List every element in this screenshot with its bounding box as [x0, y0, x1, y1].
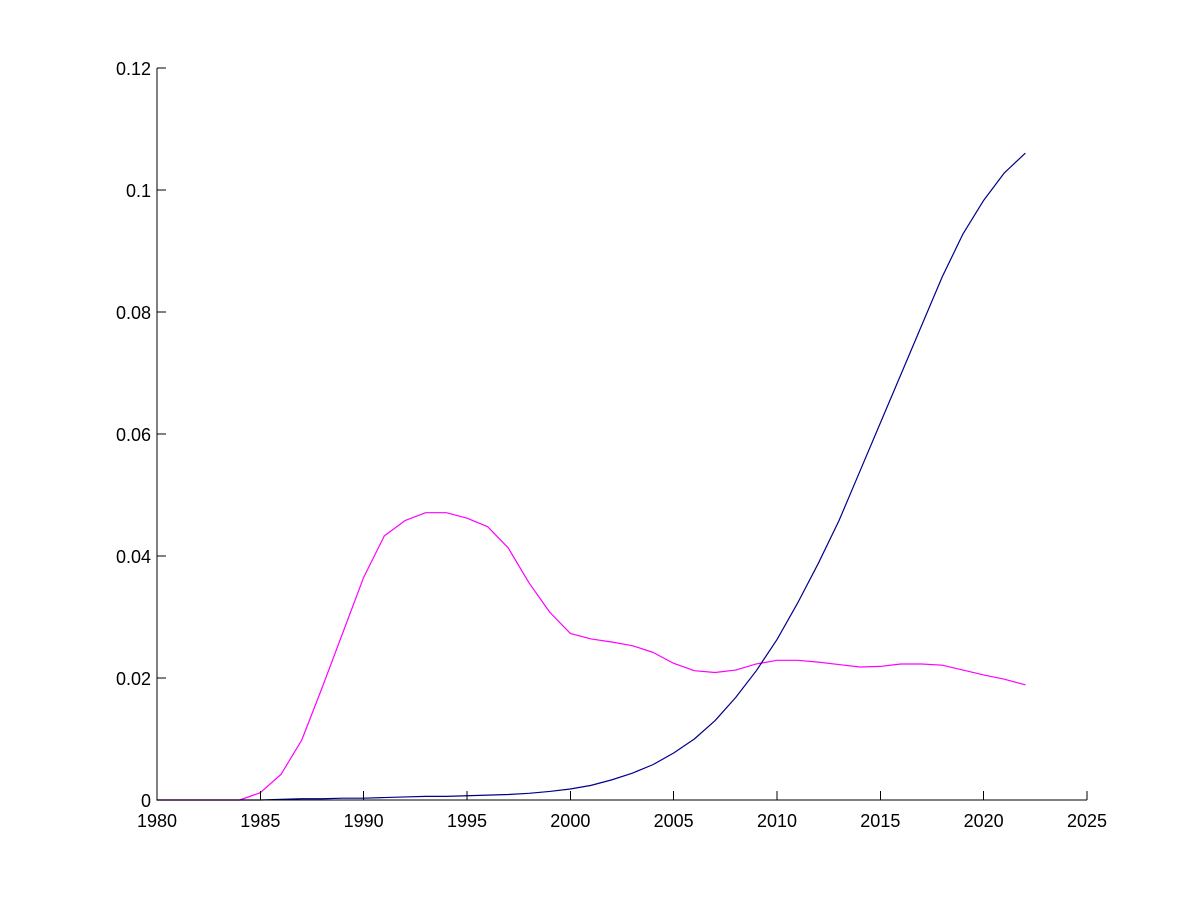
x-tick-label: 1990 — [344, 811, 384, 831]
plot-area: 1980 1985 1990 1995 2000 2005 2010 2015 2020 2025… — [116, 59, 1107, 831]
y-tick-label: 0.02 — [116, 669, 151, 689]
series-line-2 — [156, 152, 1026, 801]
x-axis-ticks: 1980 1985 1990 1995 2000 2005 2010 2015 2020 2025 — [137, 791, 1107, 831]
series-layer — [156, 152, 1026, 801]
x-tick-label: 2000 — [550, 811, 590, 831]
x-tick-label: 2010 — [757, 811, 797, 831]
series-line-1 — [156, 512, 1026, 801]
x-tick-label: 1995 — [447, 811, 487, 831]
y-tick-label: 0.04 — [116, 547, 151, 567]
y-axis-ticks: 0 0.02 0.04 0.06 0.08 0.1 0.12 — [116, 59, 166, 811]
x-tick-label: 2025 — [1067, 811, 1107, 831]
y-tick-label: 0 — [141, 791, 151, 811]
y-tick-label: 0.12 — [116, 59, 151, 79]
x-tick-label: 2020 — [964, 811, 1004, 831]
x-tick-label: 2005 — [654, 811, 694, 831]
x-tick-label: 2015 — [860, 811, 900, 831]
y-tick-label: 0.06 — [116, 425, 151, 445]
y-tick-label: 0.1 — [126, 181, 151, 201]
x-tick-label: 1985 — [240, 811, 280, 831]
x-tick-label: 1980 — [137, 811, 177, 831]
y-tick-label: 0.08 — [116, 303, 151, 323]
